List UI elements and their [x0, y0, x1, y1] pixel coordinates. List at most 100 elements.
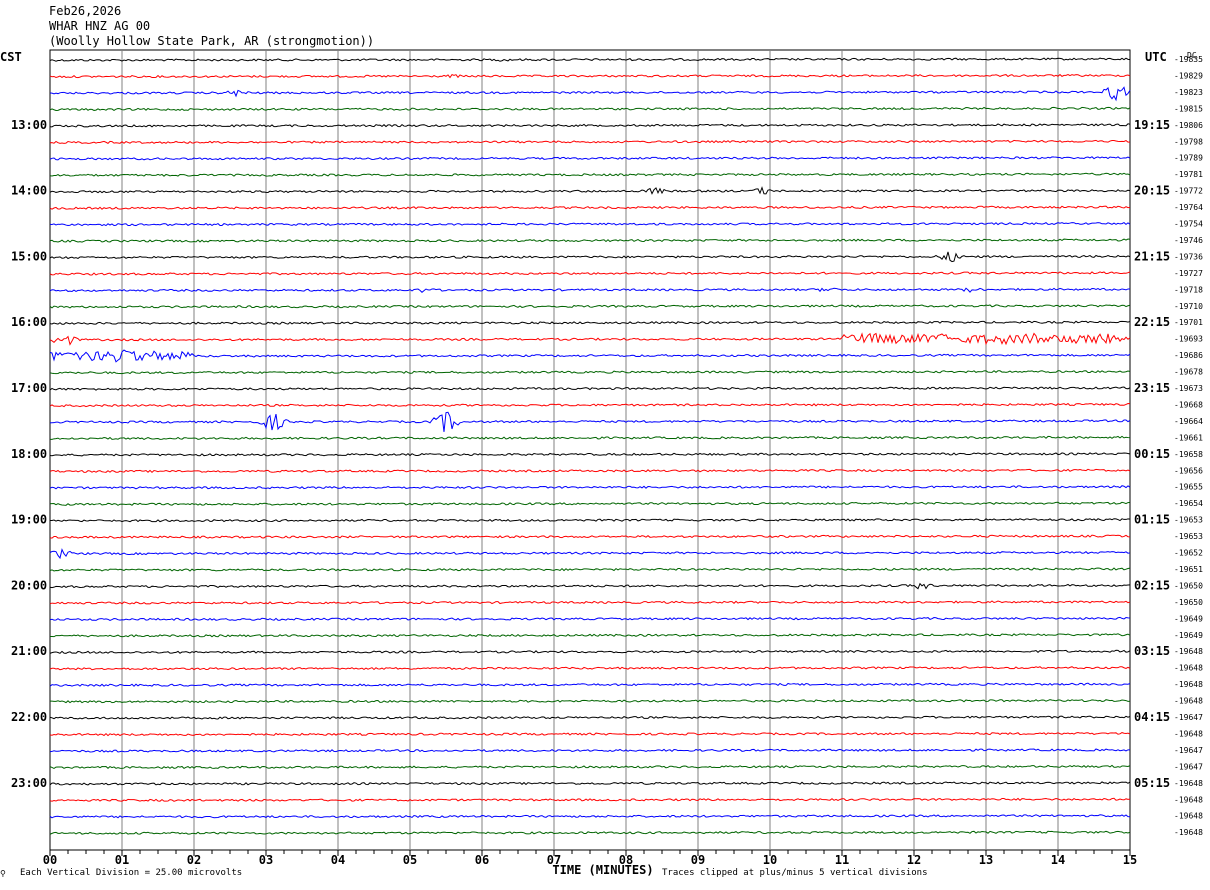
dc-offset-label: -19772: [1174, 187, 1203, 196]
dc-offset-label: -19798: [1174, 137, 1203, 146]
x-axis-title: TIME (MINUTES): [552, 863, 653, 877]
dc-offset-label: -19648: [1174, 779, 1203, 788]
seismic-trace: [49, 186, 1131, 195]
seismic-trace: [49, 402, 1131, 408]
seismic-trace: [49, 221, 1131, 227]
dc-offset-label: -19664: [1174, 417, 1203, 426]
dc-column-label: DC: [1187, 51, 1197, 60]
dc-offset-label: -19668: [1174, 400, 1203, 409]
x-tick-label: 12: [907, 853, 921, 867]
dc-offset-label: -19686: [1174, 351, 1203, 360]
dc-offset-label: -19649: [1174, 614, 1203, 623]
x-tick-label: 13: [979, 853, 993, 867]
left-hour-label: 19:00: [11, 513, 47, 527]
right-timezone-label: UTC: [1145, 50, 1167, 64]
dc-offset-label: -19649: [1174, 631, 1203, 640]
dc-offset-label: -19653: [1174, 532, 1203, 541]
dc-offset-label: -19781: [1174, 170, 1203, 179]
plot-date: Feb26,2026: [49, 4, 122, 18]
dc-offset-label: -19789: [1174, 154, 1203, 163]
seismic-trace: [49, 349, 1131, 363]
dc-offset-label: -19650: [1174, 598, 1203, 607]
dc-offset-label: -19710: [1174, 302, 1203, 311]
dc-offset-label: -19655: [1174, 483, 1203, 492]
right-hour-label: 02:15: [1134, 578, 1170, 592]
x-tick-label: 06: [475, 853, 489, 867]
dc-offset-label: -19651: [1174, 565, 1203, 574]
left-hour-label: 22:00: [11, 710, 47, 724]
x-tick-label: 04: [331, 853, 345, 867]
seismic-trace: [49, 238, 1131, 243]
dc-offset-label: -19829: [1174, 71, 1203, 80]
seismic-trace: [49, 830, 1131, 835]
dc-offset-label: -19648: [1174, 697, 1203, 706]
x-tick-label: 01: [115, 853, 129, 867]
seismic-trace: [49, 814, 1131, 819]
dc-offset-label: -19678: [1174, 368, 1203, 377]
seismic-trace: [49, 600, 1131, 605]
station-code: WHAR HNZ AG 00: [49, 19, 151, 33]
seismic-trace: [49, 616, 1131, 622]
dc-offset-label: -19648: [1174, 729, 1203, 738]
dc-offset-label: -19650: [1174, 581, 1203, 590]
dc-offset-label: -19693: [1174, 335, 1203, 344]
dc-offset-label: -19727: [1174, 269, 1203, 278]
seismic-trace: [49, 682, 1131, 687]
left-hour-label: 17:00: [11, 381, 47, 395]
plot-frame: [49, 49, 1131, 851]
right-hour-label: 05:15: [1134, 776, 1170, 790]
dc-offset-label: -19656: [1174, 466, 1203, 475]
dc-offset-label: -19746: [1174, 236, 1203, 245]
seismic-trace: [49, 567, 1131, 572]
left-hour-label: 23:00: [11, 776, 47, 790]
seismic-trace: [49, 271, 1131, 276]
seismic-trace: [49, 172, 1131, 177]
dc-offset-label: -19718: [1174, 285, 1203, 294]
seismic-trace: [49, 781, 1131, 786]
dc-offset-label: -19648: [1174, 828, 1203, 837]
seismic-trace: [49, 764, 1131, 769]
seismic-trace: [49, 370, 1131, 375]
left-hour-label: 16:00: [11, 315, 47, 329]
dc-offset-label: -19647: [1174, 762, 1203, 771]
seismic-trace: [49, 666, 1131, 671]
seismic-trace: [49, 139, 1131, 144]
left-hour-label: 15:00: [11, 249, 47, 263]
right-hour-label: 03:15: [1134, 644, 1170, 658]
seismic-trace: [49, 106, 1131, 111]
seismic-trace: [49, 534, 1131, 539]
right-hour-label: 01:15: [1134, 513, 1170, 527]
x-tick-label: 00: [43, 853, 57, 867]
x-tick-label: 03: [259, 853, 273, 867]
seismic-trace: [49, 582, 1131, 590]
dc-offset-label: -19815: [1174, 104, 1203, 113]
dc-offset-label: -19648: [1174, 680, 1203, 689]
seismic-trace: [49, 699, 1131, 704]
seismic-trace: [49, 518, 1131, 523]
seismic-trace: [49, 304, 1131, 309]
x-tick-label: 11: [835, 853, 849, 867]
dc-offset-label: -19647: [1174, 713, 1203, 722]
dc-offset-label: -19701: [1174, 318, 1203, 327]
x-tick-label: 08: [619, 853, 633, 867]
dc-offset-label: -19736: [1174, 252, 1203, 261]
seismic-trace: [49, 156, 1131, 161]
seismic-trace: [49, 748, 1131, 753]
seismic-trace: [49, 452, 1131, 457]
seismic-trace: [49, 633, 1131, 638]
corner-mark: ⚲: [0, 869, 6, 878]
seismic-trace: [49, 501, 1131, 506]
scale-note: Each Vertical Division = 25.00 microvolt…: [20, 868, 242, 878]
dc-offset-label: -19661: [1174, 433, 1203, 442]
x-tick-label: 10: [763, 853, 777, 867]
seismic-trace: [49, 205, 1131, 210]
x-tick-label: 15: [1123, 853, 1137, 867]
x-tick-label: 05: [403, 853, 417, 867]
dc-offset-label: -19648: [1174, 812, 1203, 821]
x-tick-label: 14: [1051, 853, 1065, 867]
right-hour-label: 04:15: [1134, 710, 1170, 724]
dc-offset-label: -19647: [1174, 746, 1203, 755]
left-hour-label: 18:00: [11, 447, 47, 461]
right-hour-label: 23:15: [1134, 381, 1170, 395]
